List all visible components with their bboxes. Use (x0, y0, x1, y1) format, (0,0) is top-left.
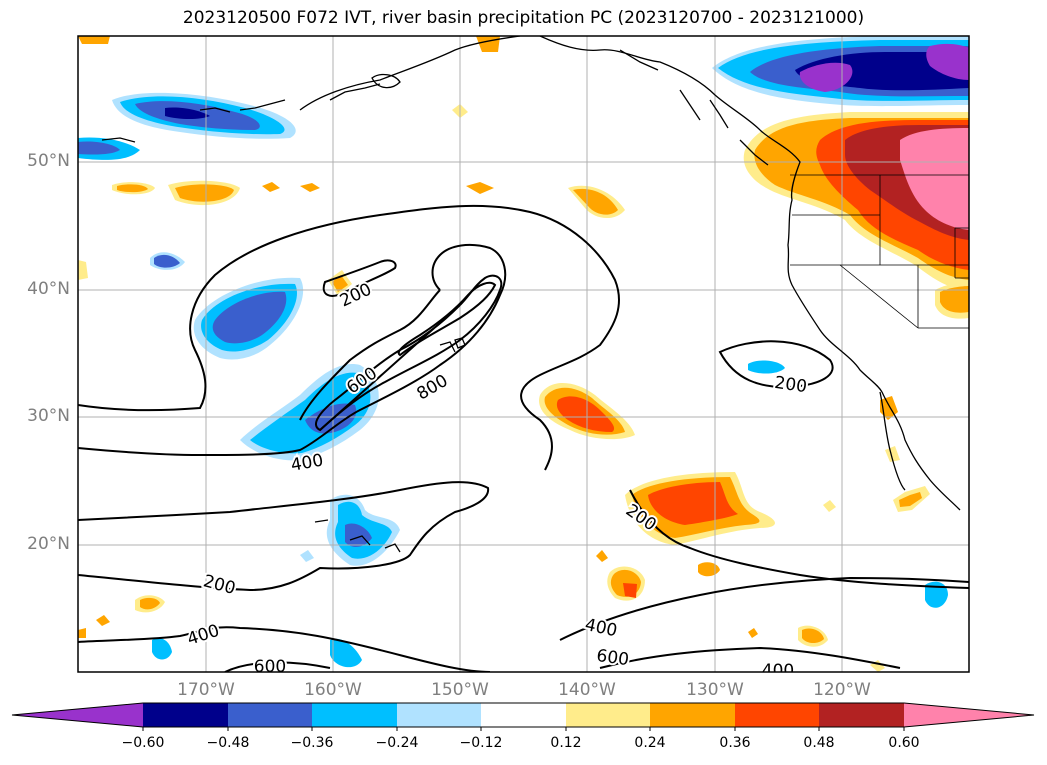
blob-south-pos-4b (802, 628, 824, 644)
blob-small-pos-sd (96, 615, 110, 626)
precip-shading (78, 36, 969, 672)
blob-small-3 (262, 182, 280, 192)
lon-label-160w: 160°W (304, 680, 362, 700)
colorbar-seg-4 (397, 703, 481, 727)
colorbar-seg-7 (650, 703, 735, 727)
blob-small-6-core (573, 188, 618, 215)
contour-label-600-south-east: 600 (595, 646, 630, 670)
blob-20n-negative (326, 494, 400, 566)
blob-sw-usa-b (940, 286, 969, 313)
blob-small-pos-sb (748, 628, 758, 638)
contour-label-400-core: 400 (289, 450, 324, 475)
gridlines (78, 36, 969, 672)
colorbar-tick-label-3: −0.36 (290, 735, 334, 751)
ivt-contours (78, 204, 969, 672)
blob-south-pos-5b (899, 492, 922, 507)
colorbar-tick-label-1: −0.60 (121, 735, 165, 751)
colorbar-tick-label-8: 0.36 (719, 735, 751, 751)
blob-small-12-core (332, 275, 348, 292)
colorbar-seg-1 (143, 703, 228, 727)
blob-south-pos-3 (698, 562, 720, 577)
blob-small-7 (78, 36, 110, 44)
colorbar-tick-label-9: 0.48 (803, 735, 835, 751)
blob-40n-negative (193, 277, 304, 360)
colorbar-seg-6 (566, 703, 650, 727)
lat-label-30n: 30°N (27, 406, 70, 426)
contour-label-200-south-west: 200 (201, 571, 238, 599)
lon-label-140w: 140°W (558, 680, 616, 700)
blob-small-10-core (154, 254, 180, 268)
lat-label-40n: 40°N (27, 279, 70, 299)
blob-south-neg-3 (925, 581, 948, 608)
chart-title: 2023120500 F072 IVT, river basin precipi… (182, 8, 865, 28)
lon-label-120w: 120°W (813, 680, 871, 700)
blob-south-neg-1 (152, 638, 172, 660)
lon-label-150w: 150°W (431, 680, 489, 700)
colorbar-seg-8 (735, 703, 819, 727)
colorbar-tick-label-10: 0.60 (888, 735, 920, 751)
lon-label-130w: 130°W (686, 680, 744, 700)
blob-small-1-core (117, 184, 148, 193)
blob-small-pos-sc (823, 500, 836, 512)
colorbar-tick-label-6: 0.12 (550, 735, 582, 751)
colorbar-tick-label-4: −0.24 (375, 735, 419, 751)
blob-baja-pos-2 (885, 446, 900, 462)
blob-20n-small (300, 550, 314, 562)
colorbar (11, 702, 1035, 731)
contour-label-200-east: 200 (773, 373, 808, 397)
contour-label-600-south-west: 600 (254, 657, 286, 677)
lon-label-170w: 170°W (177, 680, 235, 700)
colorbar-tickmarks (142, 727, 905, 731)
lat-label-20n: 20°N (27, 534, 70, 554)
contour-label-400-south-east: 400 (583, 615, 619, 641)
colorbar-extend-min (12, 703, 143, 727)
colorbar-seg-2 (228, 703, 312, 727)
map-plot-area: 200 600 800 400 200 200 200 400 400 600 … (78, 36, 969, 681)
blob-south-pos-2b (140, 597, 160, 610)
blob-south-neg-2 (330, 638, 362, 668)
colorbar-tick-label-2: −0.48 (206, 735, 250, 751)
map-frame (77, 35, 970, 673)
blob-small-pos-sa (596, 550, 608, 562)
blob-small-11 (78, 260, 88, 280)
colorbar-seg-5 (481, 703, 566, 727)
coastlines (101, 36, 961, 553)
colorbar-extend-max (904, 703, 1034, 727)
contour-label-800-core: 800 (413, 371, 451, 405)
colorbar-tick-label-7: 0.24 (634, 735, 666, 751)
blob-east-neg (748, 360, 785, 374)
blob-south-pos-1c (623, 583, 637, 598)
blob-pnw-positive (743, 112, 969, 290)
blob-aleutian-negative (78, 92, 296, 160)
colorbar-seg-3 (312, 703, 397, 727)
colorbar-seg-9 (819, 703, 904, 727)
colorbar-tick-label-5: −0.12 (459, 735, 503, 751)
blob-small-2-core (175, 184, 234, 202)
blob-small-8 (476, 36, 500, 52)
contour-label-400-south-west: 400 (185, 621, 222, 650)
contour-label-400-far-south-east: 400 (762, 661, 794, 681)
blob-small-4 (300, 183, 320, 192)
blob-canada-negative (712, 36, 969, 107)
lat-label-50n: 50°N (27, 151, 70, 171)
blob-small-5 (466, 182, 494, 194)
blob-small-pos-se (78, 628, 86, 638)
borders (790, 174, 969, 329)
